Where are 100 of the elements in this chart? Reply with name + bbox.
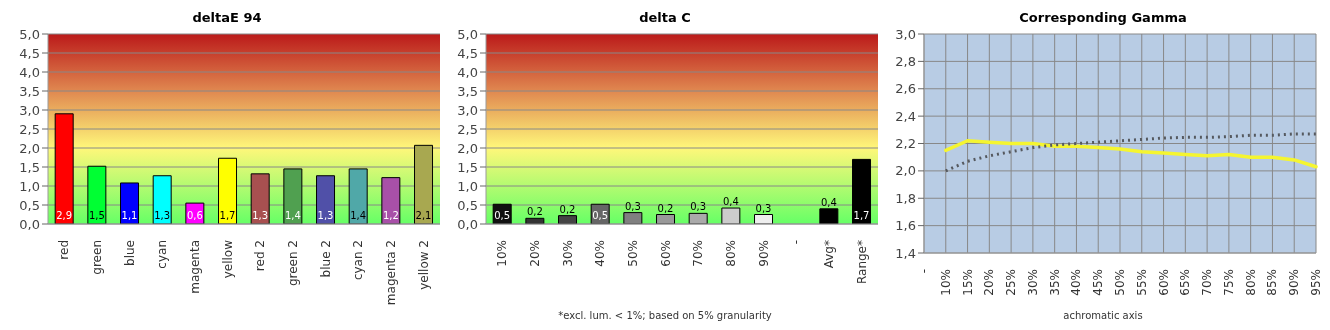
y-tick-label: 2,6 <box>895 81 916 97</box>
y-tick-label: 0,5 <box>457 197 478 213</box>
bar <box>819 208 839 224</box>
y-tick-label: 4,0 <box>19 64 40 80</box>
bar <box>54 113 74 224</box>
x-tick-label: red <box>57 240 72 260</box>
y-tick-label: 4,5 <box>19 45 40 61</box>
x-tick-label: 70% <box>691 240 706 267</box>
bar <box>283 168 303 224</box>
y-tick-label: 1,0 <box>19 178 40 194</box>
y-tick-label: 1,6 <box>895 218 916 234</box>
data-label: 0,2 <box>657 202 674 214</box>
bar <box>120 182 140 224</box>
data-label: 0,4 <box>820 196 837 208</box>
bar <box>852 158 872 224</box>
bar <box>218 157 238 224</box>
x-tick-label: 65% <box>1178 269 1193 296</box>
x-tick-label: blue <box>122 240 137 266</box>
data-label: 1,3 <box>154 210 171 221</box>
y-tick-label: 2,8 <box>895 53 916 69</box>
y-tick-label: 5,0 <box>457 26 478 42</box>
x-tick-label: 40% <box>593 240 608 267</box>
data-label: 0,2 <box>526 206 543 218</box>
x-tick-label: 50% <box>1113 269 1127 296</box>
y-tick-label: 3,5 <box>457 83 478 99</box>
x-tick-label: 75% <box>1221 269 1236 296</box>
x-axis-title: achromatic axis <box>1063 310 1143 321</box>
data-label: 1,7 <box>219 210 236 221</box>
x-tick-label: magenta <box>188 240 202 294</box>
y-tick-label: 2,0 <box>457 140 478 156</box>
y-tick-label: 0,0 <box>457 216 478 232</box>
x-tick-label: 60% <box>1156 269 1171 296</box>
bar <box>348 168 368 224</box>
x-tick-label: blue 2 <box>318 240 333 278</box>
x-tick-label: 10% <box>938 269 953 296</box>
x-tick-label: 40% <box>1069 269 1084 296</box>
line-series <box>944 132 1318 173</box>
x-tick-label: 50% <box>626 240 640 267</box>
y-tick-label: 2,5 <box>457 121 478 137</box>
x-tick-label: 30% <box>560 240 575 267</box>
bar <box>316 175 336 224</box>
y-tick-label: 1,5 <box>457 159 478 175</box>
chart-title: Corresponding Gamma <box>1019 9 1187 27</box>
y-tick-label: 2,0 <box>895 163 916 179</box>
data-label: 0,3 <box>690 201 707 213</box>
bar <box>414 144 434 224</box>
chart-title: deltaE 94 <box>192 9 262 27</box>
bar <box>754 214 774 224</box>
x-tick-label: 55% <box>1134 269 1149 296</box>
x-tick-label: cyan 2 <box>351 240 366 281</box>
y-tick-label: 5,0 <box>19 26 40 42</box>
x-tick-label: 35% <box>1047 269 1062 296</box>
x-tick-label: 45% <box>1091 269 1106 296</box>
data-label: 0,3 <box>755 202 772 214</box>
data-label: 0,6 <box>186 210 203 221</box>
y-tick-label: 3,5 <box>19 83 40 99</box>
y-tick-label: 1,5 <box>19 159 40 175</box>
y-tick-label: 2,5 <box>19 121 40 137</box>
y-tick-label: 1,4 <box>895 245 916 261</box>
x-tick-label: 70% <box>1200 269 1215 296</box>
data-label: 0,2 <box>559 203 576 215</box>
y-tick-label: 2,4 <box>895 108 916 124</box>
chart-title: delta C <box>639 9 691 27</box>
x-tick-label: 90% <box>1287 269 1302 296</box>
x-tick-label: 80% <box>724 240 738 267</box>
y-tick-label: 1,0 <box>457 178 478 194</box>
x-tick-label: yellow 2 <box>416 240 431 290</box>
bar <box>250 173 270 224</box>
bar <box>721 207 741 224</box>
data-label: 1,1 <box>121 210 138 221</box>
y-tick-label: 1,8 <box>895 190 916 206</box>
x-tick-label: 95% <box>1309 269 1323 296</box>
bar <box>623 212 643 224</box>
y-tick-label: 4,5 <box>457 45 478 61</box>
y-tick-label: 3,0 <box>19 102 40 118</box>
x-tick-label: green <box>90 240 104 275</box>
x-tick-label: Avg* <box>822 240 836 269</box>
data-label: 1,3 <box>252 210 269 221</box>
bar <box>381 177 401 224</box>
line-series <box>944 139 1318 169</box>
x-tick-label: 10% <box>495 240 510 267</box>
x-tick-label: red 2 <box>253 240 268 272</box>
data-label: 1,4 <box>350 210 367 221</box>
data-label: 1,4 <box>284 210 301 221</box>
x-tick-label: - <box>917 269 931 274</box>
bar <box>87 165 107 224</box>
x-tick-label: 30% <box>1025 269 1040 296</box>
data-label: 2,1 <box>415 210 432 221</box>
y-tick-label: 2,0 <box>19 140 40 156</box>
x-tick-label: yellow <box>220 239 235 279</box>
x-tick-label: cyan <box>155 240 170 269</box>
x-tick-label: 25% <box>1004 269 1019 296</box>
y-tick-label: 0,0 <box>19 216 40 232</box>
x-tick-label: 20% <box>982 269 997 296</box>
data-label: 0,5 <box>592 210 609 221</box>
bar <box>688 212 708 224</box>
x-tick-label: 20% <box>528 240 542 267</box>
text: *excl. lum. < 1%; based on 5% granularity <box>558 310 772 321</box>
data-label: 1,2 <box>382 210 399 221</box>
x-tick-label: magenta 2 <box>384 240 398 306</box>
